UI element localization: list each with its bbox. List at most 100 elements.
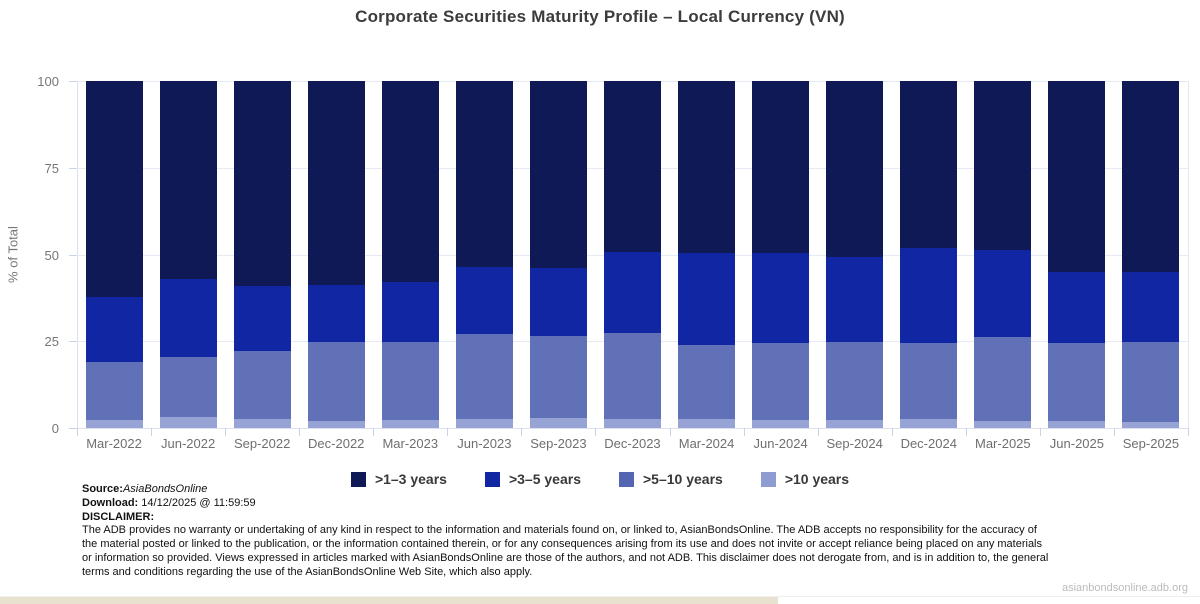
bar-segment-5–10years-Mar-2024[interactable] — [678, 345, 736, 419]
bar-segment-10years-Sep-2023[interactable] — [529, 417, 587, 428]
x-tick-mark-6 — [521, 428, 523, 436]
website-url: asianbondsonline.adb.org — [1062, 582, 1188, 594]
bar-segment-3–5years-Jun-2025[interactable] — [1048, 271, 1106, 343]
x-tick-mark-4 — [373, 428, 375, 436]
x-tick-label-Mar-2023: Mar-2023 — [382, 436, 439, 451]
bar-segment-5–10years-Dec-2022[interactable] — [307, 341, 365, 421]
bar-slot-Mar-2024 — [670, 81, 744, 428]
bar-segment-10years-Jun-2022[interactable] — [159, 417, 217, 428]
bar-segment-1–3years-Jun-2025[interactable] — [1048, 81, 1106, 272]
bar-segment-5–10years-Jun-2023[interactable] — [455, 334, 513, 419]
legend-swatch-icon — [619, 471, 634, 487]
bar-segment-1–3years-Sep-2023[interactable] — [529, 81, 587, 268]
bar-segment-1–3years-Mar-2025[interactable] — [974, 81, 1032, 250]
bar-segment-1–3years-Dec-2024[interactable] — [900, 81, 958, 249]
y-tick-label-25: 25 — [44, 334, 59, 350]
bar-Jun-2024 — [752, 81, 810, 428]
right-axis-line — [1188, 81, 1189, 428]
bar-segment-3–5years-Sep-2025[interactable] — [1122, 271, 1180, 343]
bar-segment-3–5years-Dec-2024[interactable] — [900, 248, 958, 343]
bar-segment-10years-Dec-2023[interactable] — [603, 419, 661, 428]
bar-segment-1–3years-Jun-2022[interactable] — [159, 81, 217, 280]
x-tick-label-Dec-2022: Dec-2022 — [308, 436, 365, 451]
bar-segment-10years-Sep-2024[interactable] — [826, 420, 884, 428]
bar-Dec-2023 — [603, 81, 661, 428]
bar-segment-5–10years-Jun-2024[interactable] — [752, 343, 810, 420]
bar-segment-3–5years-Sep-2024[interactable] — [826, 256, 884, 342]
download-value: 14/12/2025 @ 11:59:59 — [141, 496, 256, 509]
bar-slot-Mar-2025 — [966, 81, 1040, 428]
bar-segment-10years-Dec-2024[interactable] — [900, 419, 958, 428]
legend-swatch-icon — [350, 471, 366, 487]
y-tick-mark-75 — [69, 167, 77, 169]
bar-slot-Dec-2023 — [595, 81, 669, 428]
bar-segment-1–3years-Dec-2022[interactable] — [307, 81, 365, 286]
legend-item-10years[interactable]: >10 years — [760, 471, 849, 487]
bar-segment-5–10years-Dec-2023[interactable] — [603, 333, 661, 420]
x-tick-label-Sep-2023: Sep-2023 — [530, 436, 587, 451]
bar-segment-3–5years-Dec-2023[interactable] — [603, 251, 661, 334]
bar-slot-Dec-2024 — [892, 81, 966, 428]
legend-item-5–10years[interactable]: >5–10 years — [619, 471, 723, 487]
bottom-hairline — [0, 596, 1200, 597]
bar-segment-5–10years-Sep-2023[interactable] — [529, 335, 587, 418]
bar-segment-10years-Mar-2024[interactable] — [678, 418, 736, 428]
chart-title: Corporate Securities Maturity Profile – … — [355, 7, 845, 26]
bar-segment-5–10years-Dec-2024[interactable] — [900, 342, 958, 420]
bar-segment-1–3years-Sep-2022[interactable] — [233, 81, 291, 287]
y-tick-mark-0 — [69, 428, 77, 429]
y-tick-label-75: 75 — [44, 160, 59, 176]
legend-item-1–3years[interactable]: >1–3 years — [350, 471, 447, 487]
bar-segment-3–5years-Mar-2024[interactable] — [678, 252, 736, 346]
bar-segment-3–5years-Dec-2022[interactable] — [307, 285, 365, 342]
bar-segment-10years-Sep-2025[interactable] — [1122, 422, 1180, 428]
y-tick-mark-25 — [69, 341, 77, 343]
bar-segment-10years-Sep-2022[interactable] — [233, 418, 291, 428]
bar-segment-10years-Mar-2023[interactable] — [381, 420, 439, 428]
x-tick-label-Dec-2023: Dec-2023 — [604, 436, 661, 451]
bar-segment-1–3years-Mar-2023[interactable] — [381, 81, 439, 283]
bar-segment-5–10years-Sep-2025[interactable] — [1122, 342, 1180, 423]
bar-segment-10years-Dec-2022[interactable] — [307, 420, 365, 428]
bottom-edge-strip — [0, 597, 778, 604]
bar-segment-3–5years-Jun-2022[interactable] — [159, 279, 217, 358]
legend-item-3–5years[interactable]: >3–5 years — [484, 471, 581, 487]
bar-segment-5–10years-Sep-2024[interactable] — [826, 341, 884, 420]
disclaimer-text: The ADB provides no warranty or undertak… — [82, 524, 1049, 578]
bar-segment-10years-Mar-2025[interactable] — [974, 420, 1032, 428]
legend-label: >3–5 years — [508, 471, 581, 487]
bar-segment-1–3years-Sep-2024[interactable] — [826, 81, 884, 257]
x-tick-mark-1 — [151, 428, 153, 436]
bar-segment-1–3years-Jun-2024[interactable] — [752, 81, 810, 253]
bar-segment-10years-Jun-2025[interactable] — [1048, 421, 1106, 428]
bar-segment-5–10years-Mar-2025[interactable] — [974, 336, 1032, 421]
bar-segment-5–10years-Jun-2025[interactable] — [1048, 342, 1106, 422]
bar-segment-1–3years-Jun-2023[interactable] — [455, 81, 513, 268]
bar-segment-3–5years-Jun-2024[interactable] — [752, 252, 810, 344]
bar-segment-10years-Mar-2022[interactable] — [85, 419, 143, 428]
bar-slot-Jun-2022 — [151, 81, 225, 428]
bar-Jun-2023 — [455, 81, 513, 428]
bar-segment-3–5years-Sep-2023[interactable] — [529, 267, 587, 336]
bar-segment-5–10years-Sep-2022[interactable] — [233, 350, 291, 419]
bar-segment-10years-Jun-2024[interactable] — [752, 419, 810, 428]
bar-segment-10years-Jun-2023[interactable] — [455, 418, 513, 428]
bar-segment-3–5years-Sep-2022[interactable] — [233, 286, 291, 351]
legend-label: >5–10 years — [643, 471, 723, 487]
bar-Jun-2022 — [159, 81, 217, 428]
bar-segment-5–10years-Mar-2023[interactable] — [381, 341, 439, 420]
bar-segment-3–5years-Mar-2023[interactable] — [381, 282, 439, 342]
bar-segment-3–5years-Mar-2025[interactable] — [974, 249, 1032, 337]
bar-segment-1–3years-Mar-2024[interactable] — [678, 81, 736, 253]
bar-segment-1–3years-Sep-2025[interactable] — [1122, 81, 1180, 272]
download-line: Download: 14/12/2025 @ 11:59:59 — [82, 497, 1050, 511]
bar-segment-3–5years-Mar-2022[interactable] — [85, 296, 143, 362]
bar-segment-5–10years-Jun-2022[interactable] — [159, 357, 217, 418]
legend-swatch-icon — [760, 471, 776, 487]
x-tick-mark-7 — [595, 428, 597, 436]
bar-segment-1–3years-Mar-2022[interactable] — [85, 81, 143, 297]
bar-segment-1–3years-Dec-2023[interactable] — [603, 81, 661, 252]
bar-segment-3–5years-Jun-2023[interactable] — [455, 267, 513, 335]
bar-segment-5–10years-Mar-2022[interactable] — [85, 361, 143, 420]
x-tick-mark-2 — [225, 428, 227, 436]
